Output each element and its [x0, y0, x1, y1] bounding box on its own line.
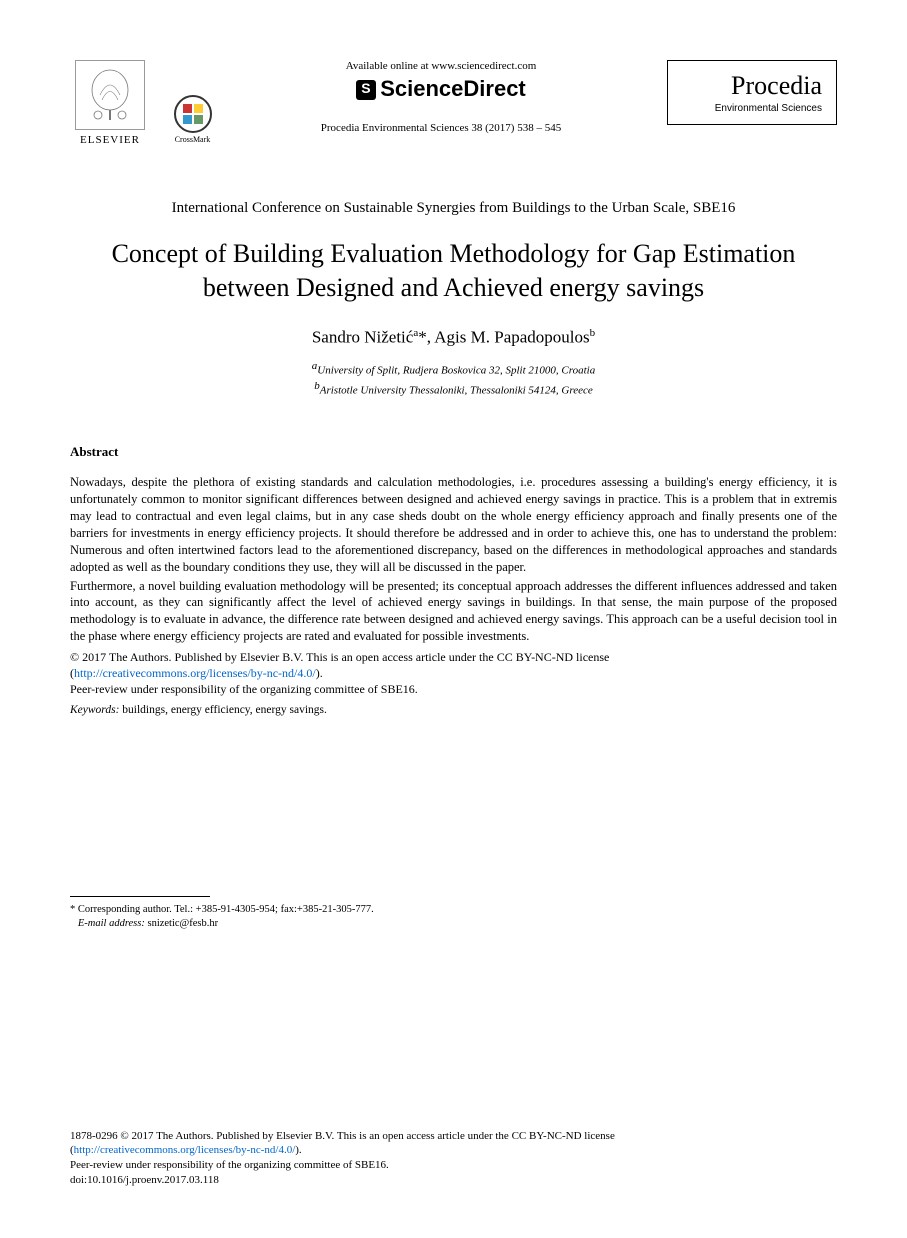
elsevier-tree-icon [75, 60, 145, 130]
elsevier-label: ELSEVIER [80, 134, 140, 146]
corresponding-line: * Corresponding author. Tel.: +385-91-43… [70, 904, 374, 915]
conference-name: International Conference on Sustainable … [70, 200, 837, 217]
sciencedirect-logo: ScienceDirect [235, 76, 647, 102]
doi: doi:10.1016/j.proenv.2017.03.118 [70, 1174, 219, 1186]
crossmark-icon [174, 95, 212, 133]
author-1: Sandro Nižetić [312, 327, 414, 346]
abstract-heading: Abstract [70, 444, 837, 460]
bottom-peer-review: Peer-review under responsibility of the … [70, 1159, 389, 1171]
copyright-line: © 2017 The Authors. Published by Elsevie… [70, 650, 609, 664]
license-link[interactable]: http://creativecommons.org/licenses/by-n… [74, 666, 316, 680]
crossmark-logo[interactable]: CrossMark [170, 95, 215, 150]
email-label: E-mail address: [78, 918, 145, 929]
corresponding-author: * Corresponding author. Tel.: +385-91-43… [70, 903, 837, 932]
affiliation-b: Aristotle University Thessaloniki, Thess… [320, 385, 593, 397]
abstract-paragraph-1: Nowadays, despite the plethora of existi… [70, 474, 837, 575]
author-1-corresponding-mark: * [418, 327, 427, 346]
procedia-box: Procedia Environmental Sciences [667, 60, 837, 125]
affiliation-a: University of Split, Rudjera Boskovica 3… [317, 365, 595, 377]
available-online-text: Available online at www.sciencedirect.co… [235, 60, 647, 72]
author-2: Agis M. Papadopoulos [434, 327, 589, 346]
bottom-license-link[interactable]: http://creativecommons.org/licenses/by-n… [74, 1144, 296, 1156]
left-logos: ELSEVIER CrossMark [70, 60, 215, 150]
center-header: Available online at www.sciencedirect.co… [215, 60, 667, 134]
header-row: ELSEVIER CrossMark Available online at w… [70, 60, 837, 150]
footnote-divider [70, 896, 210, 897]
paper-title: Concept of Building Evaluation Methodolo… [70, 237, 837, 305]
copyright-block: © 2017 The Authors. Published by Elsevie… [70, 649, 837, 698]
author-2-affil: b [590, 327, 596, 339]
procedia-title: Procedia [682, 71, 822, 101]
issn-copyright: 1878-0296 © 2017 The Authors. Published … [70, 1130, 615, 1142]
keywords-label: Keywords: [70, 704, 119, 716]
bottom-block: 1878-0296 © 2017 The Authors. Published … [70, 1129, 837, 1188]
keywords-text: buildings, energy efficiency, energy sav… [119, 704, 326, 716]
title-line-2: between Designed and Achieved energy sav… [203, 273, 704, 302]
title-line-1: Concept of Building Evaluation Methodolo… [112, 239, 796, 268]
peer-review-line: Peer-review under responsibility of the … [70, 682, 418, 696]
authors: Sandro Nižetića*, Agis M. Papadopoulosb [70, 327, 837, 348]
journal-citation: Procedia Environmental Sciences 38 (2017… [235, 122, 647, 134]
crossmark-label: CrossMark [175, 135, 211, 144]
keywords: Keywords: buildings, energy efficiency, … [70, 704, 837, 716]
elsevier-logo: ELSEVIER [70, 60, 150, 150]
sciencedirect-icon [356, 80, 376, 100]
email-address: snizetic@fesb.hr [145, 918, 218, 929]
affiliations: aUniversity of Split, Rudjera Boskovica … [70, 359, 837, 399]
sciencedirect-label: ScienceDirect [380, 76, 526, 101]
abstract-paragraph-2: Furthermore, a novel building evaluation… [70, 578, 837, 646]
procedia-subtitle: Environmental Sciences [682, 103, 822, 114]
